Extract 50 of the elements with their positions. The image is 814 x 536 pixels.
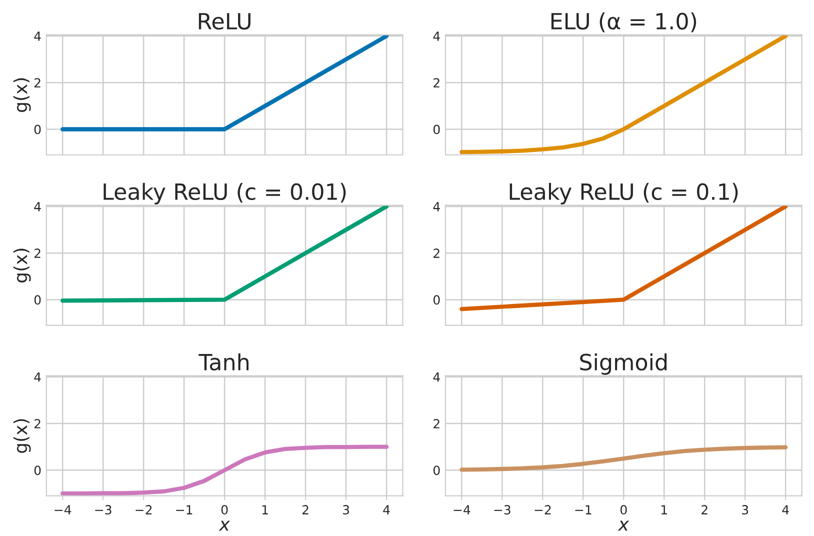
y-tick-label: 4 xyxy=(34,372,41,382)
x-tick-label: −4 xyxy=(454,505,470,514)
x-tick-label: −2 xyxy=(534,505,551,514)
y-axis-title: g(x) xyxy=(13,419,31,453)
chart-title: Tanh xyxy=(198,353,249,371)
chart-title: Leaky ReLU (c = 0.1) xyxy=(510,182,738,204)
x-tick-label: −3 xyxy=(95,505,112,515)
y-tick-label: 4 xyxy=(433,32,440,41)
x-tick-label: 0 xyxy=(221,505,228,515)
y-tick-label: 2 xyxy=(434,248,440,258)
y-tick-label: 4 xyxy=(34,202,41,212)
y-axis-title: g(x) xyxy=(13,248,31,282)
x-tick-label: 2 xyxy=(702,505,708,514)
y-tick-label: 2 xyxy=(34,419,40,428)
y-axis-title: g(x) xyxy=(13,78,31,112)
x-tick-label: −4 xyxy=(54,505,72,514)
y-tick-label: 0 xyxy=(34,466,41,476)
x-tick-label: −2 xyxy=(136,505,152,514)
y-tick-label: 2 xyxy=(434,419,440,428)
chart-title: ReLU xyxy=(198,13,250,30)
y-tick-label: 4 xyxy=(34,32,41,41)
y-tick-label: 0 xyxy=(433,124,440,134)
x-tick-label: 2 xyxy=(302,505,308,514)
x-tick-label: 4 xyxy=(782,505,789,514)
line-series xyxy=(60,444,389,496)
line-series xyxy=(460,34,788,154)
x-tick-label: 3 xyxy=(742,505,748,515)
y-tick-label: 2 xyxy=(34,78,40,88)
x-tick-label: 1 xyxy=(262,505,268,514)
chart-title: Leaky ReLU (c = 0.01) xyxy=(104,182,346,204)
y-tick-label: 4 xyxy=(433,202,440,212)
x-axis-title: x xyxy=(618,520,630,531)
y-tick-label: 0 xyxy=(34,124,41,134)
y-tick-label: 0 xyxy=(433,295,440,305)
x-tick-label: −1 xyxy=(176,505,192,514)
x-tick-label: 1 xyxy=(662,505,667,514)
x-tick-label: 0 xyxy=(620,505,627,515)
y-tick-label: 0 xyxy=(433,466,440,476)
y-tick-label: 2 xyxy=(34,248,40,258)
x-axis-title: x xyxy=(218,520,230,531)
y-tick-label: 2 xyxy=(434,78,440,88)
x-tick-label: 3 xyxy=(343,505,350,515)
y-tick-label: 4 xyxy=(433,372,440,382)
chart-title: Sigmoid xyxy=(580,353,667,375)
x-tick-label: −3 xyxy=(494,505,510,515)
line-series xyxy=(460,445,788,472)
chart-title: ELU (α = 1.0) xyxy=(551,12,696,32)
x-tick-label: −1 xyxy=(575,505,592,514)
y-tick-label: 0 xyxy=(34,295,41,305)
x-tick-label: 4 xyxy=(383,505,390,514)
